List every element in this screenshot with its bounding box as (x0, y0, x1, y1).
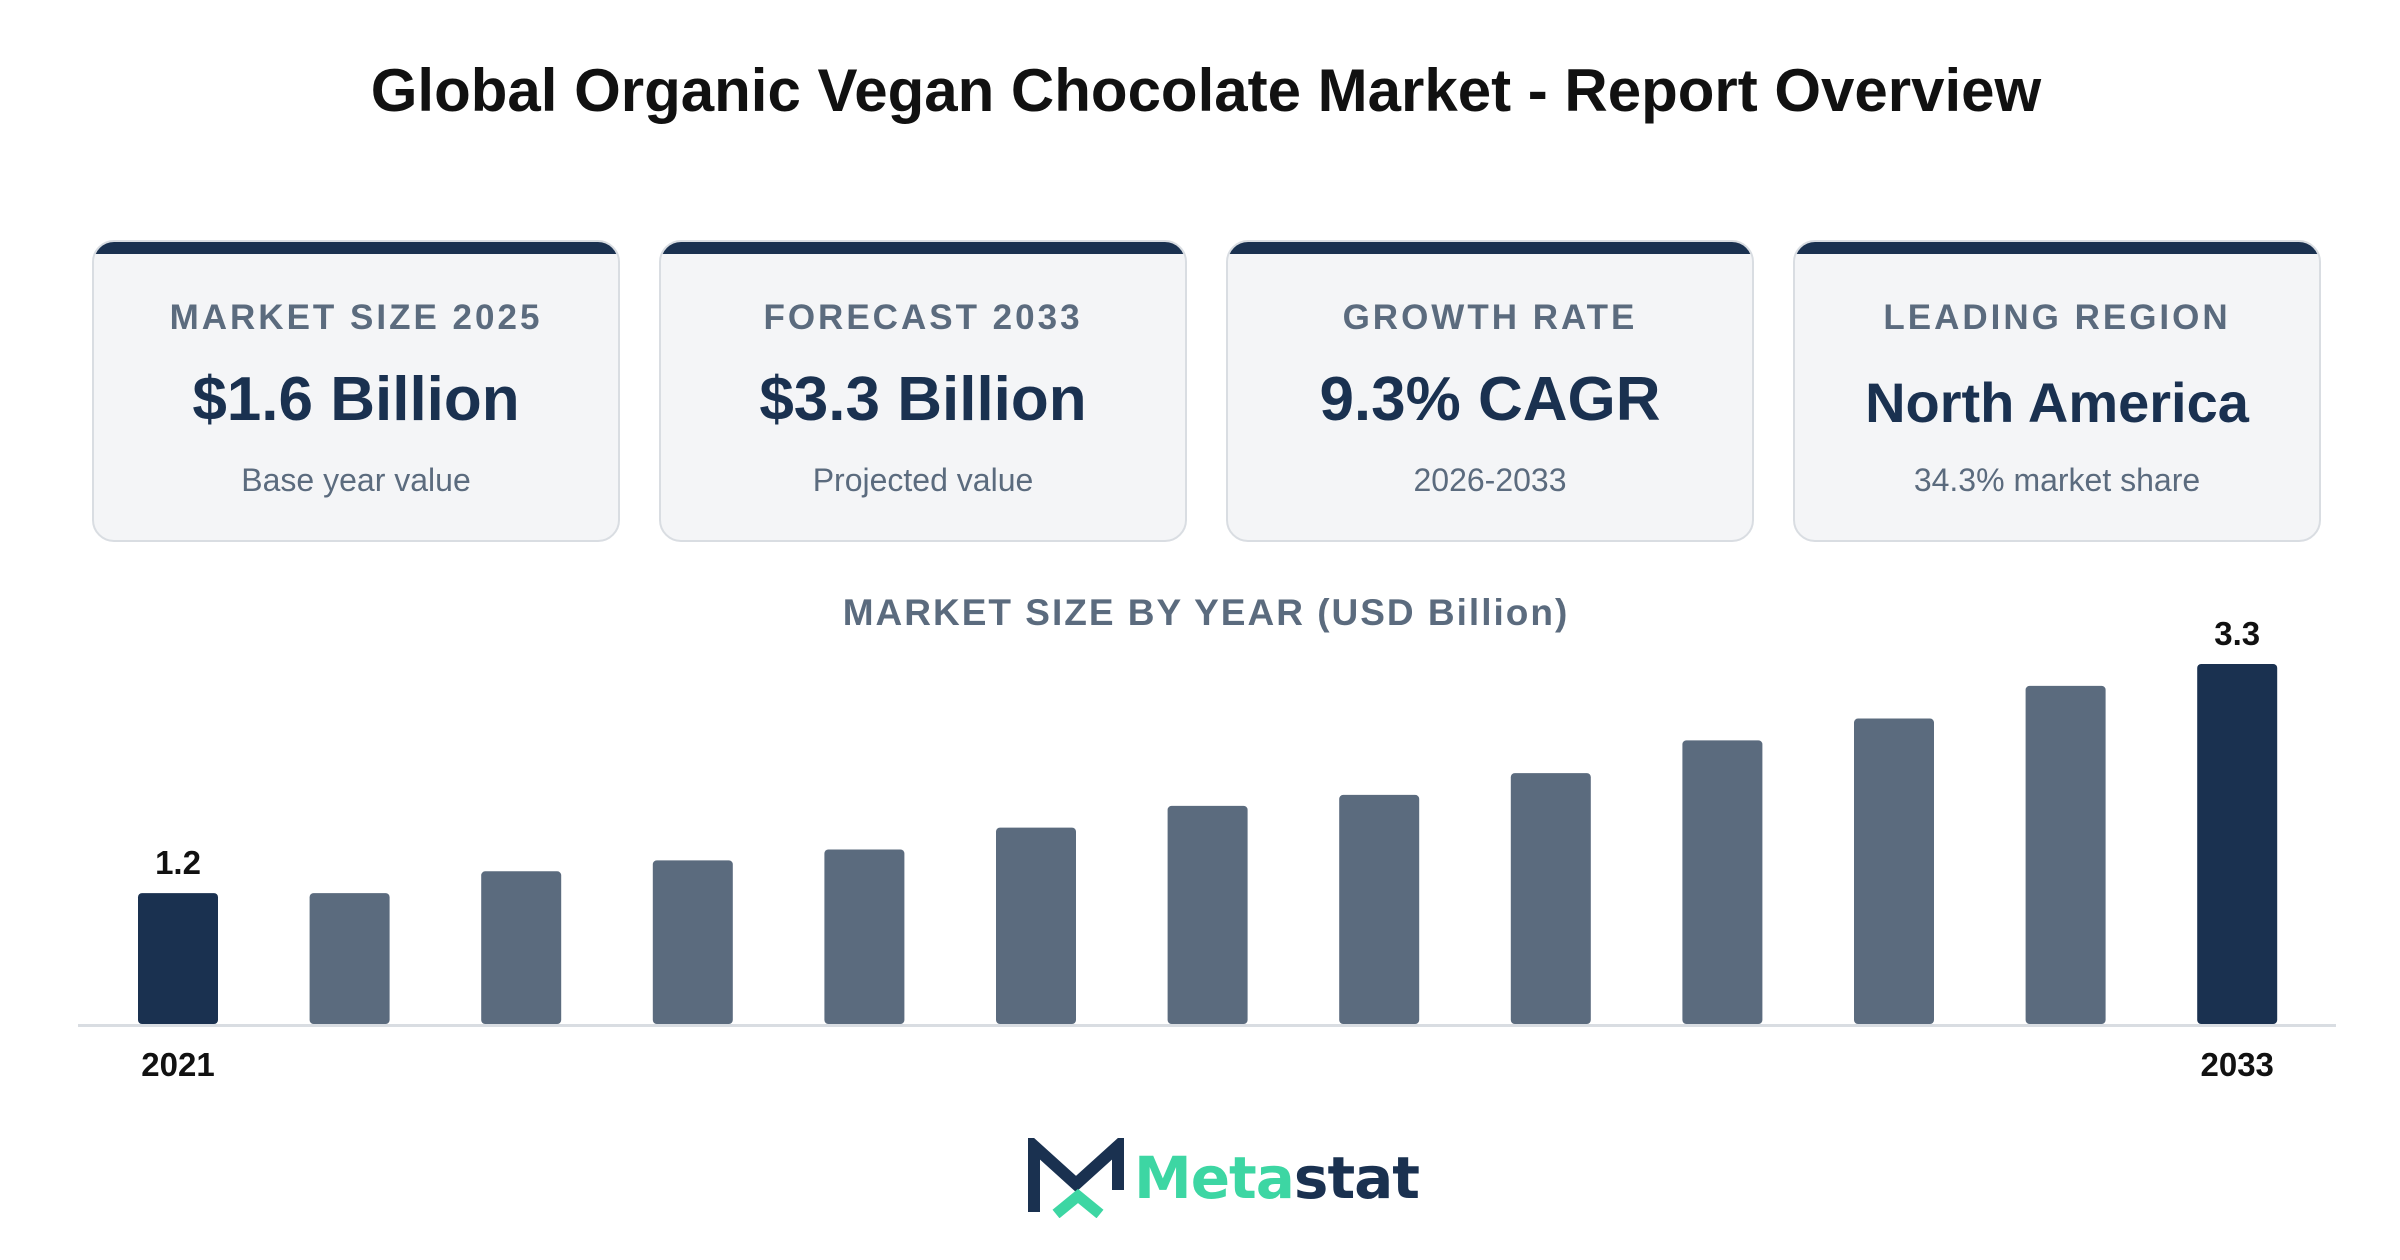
card-label: GROWTH RATE (1342, 298, 1638, 337)
card-value: $3.3 Billion (759, 365, 1087, 434)
card-subtext: Base year value (241, 462, 471, 498)
bar-2032 (2025, 685, 2106, 1024)
kpi-card-market-size: MARKET SIZE 2025 $1.6 Billion Base year … (92, 240, 620, 542)
card-value: $1.6 Billion (192, 365, 520, 434)
card-value: North America (1865, 371, 2249, 434)
card-label: MARKET SIZE 2025 (169, 298, 543, 337)
metastat-logo-icon (1028, 1138, 1124, 1218)
bar-2022 (309, 893, 390, 1024)
kpi-cards: MARKET SIZE 2025 $1.6 Billion Base year … (92, 240, 2322, 545)
card-subtext: 34.3% market share (1913, 462, 2201, 498)
bar-2024 (652, 860, 733, 1024)
bar-2028 (1339, 794, 1420, 1024)
card-accent-bar (1795, 242, 2319, 254)
card-accent-bar (94, 242, 618, 254)
card-label: FORECAST 2033 (763, 298, 1083, 337)
data-label: 1.2 (155, 844, 201, 881)
card-accent-bar (1228, 242, 1752, 254)
metastat-logo: Metastat (1028, 1138, 1420, 1218)
bar-2025 (824, 849, 905, 1024)
bar-2033 (2197, 664, 2278, 1024)
data-label: 3.3 (2214, 615, 2260, 652)
logo-text-meta: Meta (1134, 1144, 1295, 1212)
x-tick-label: 2021 (141, 1046, 214, 1083)
bar-2030 (1682, 740, 1763, 1024)
kpi-card-growth-rate: GROWTH RATE 9.3% CAGR 2026-2033 (1226, 240, 1754, 542)
kpi-card-forecast: FORECAST 2033 $3.3 Billion Projected val… (659, 240, 1187, 542)
card-accent-bar (661, 242, 1185, 254)
logo-text-stat: stat (1293, 1144, 1420, 1212)
logo-wordmark: Metastat (1134, 1144, 1420, 1212)
bar-2029 (1510, 773, 1591, 1024)
bar-2031 (1854, 718, 1934, 1024)
bar-2027 (1167, 805, 1248, 1024)
bar-2023 (481, 871, 562, 1024)
bar-2021 (138, 893, 218, 1024)
card-label: LEADING REGION (1883, 298, 2231, 337)
chart-title: MARKET SIZE BY YEAR (USD Billion) (842, 592, 1570, 633)
card-value: 9.3% CAGR (1319, 365, 1661, 434)
bar-2026 (996, 827, 1076, 1024)
card-subtext: Projected value (812, 462, 1034, 498)
x-tick-label: 2033 (2200, 1046, 2273, 1083)
card-subtext: 2026-2033 (1413, 462, 1567, 498)
page-title: Global Organic Vegan Chocolate Market - … (370, 57, 2042, 124)
kpi-card-leading-region: LEADING REGION North America 34.3% marke… (1793, 240, 2321, 542)
